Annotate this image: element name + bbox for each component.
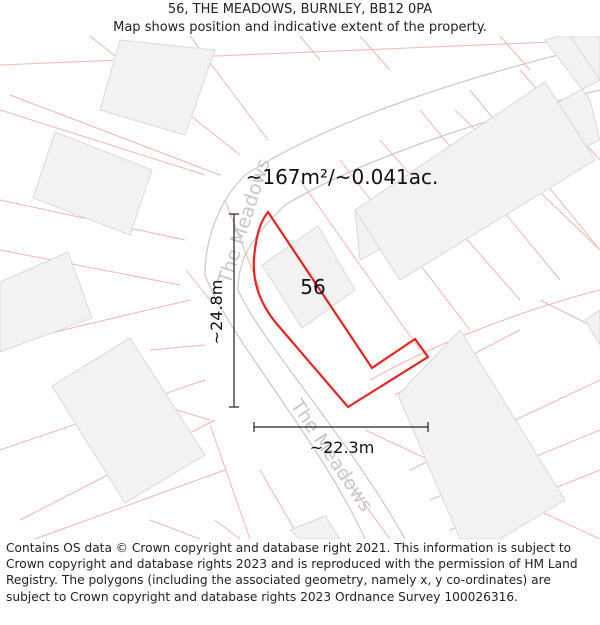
copyright-notice: Contains OS data © Crown copyright and d… — [6, 541, 578, 604]
width-label: ~22.3m — [310, 438, 375, 457]
buildings — [0, 36, 600, 539]
building — [354, 81, 596, 281]
building — [51, 337, 206, 504]
building — [261, 225, 356, 329]
building — [99, 39, 216, 136]
building — [0, 251, 93, 353]
height-label: ~24.8m — [207, 280, 226, 345]
building — [584, 309, 600, 346]
plot-number: 56 — [300, 275, 325, 299]
map-subtitle: Map shows position and indicative extent… — [113, 20, 487, 35]
property-boundary[interactable] — [252, 210, 430, 409]
map-canvas[interactable]: The Meadows The Meadows 56 ~167m²/~0.041… — [0, 36, 600, 539]
area-label: ~167m²/~0.041ac. — [246, 165, 439, 189]
width-dimension — [253, 422, 429, 432]
map-svg: The Meadows The Meadows 56 ~167m²/~0.041… — [0, 36, 600, 539]
building — [289, 515, 341, 539]
map-header: 56, THE MEADOWS, BURNLEY, BB12 0PA Map s… — [0, 0, 600, 36]
building — [397, 329, 566, 539]
road-edges — [204, 44, 600, 539]
height-dimension — [229, 213, 239, 408]
address-title: 56, THE MEADOWS, BURNLEY, BB12 0PA — [167, 2, 433, 17]
building — [569, 36, 600, 81]
building — [32, 131, 153, 236]
